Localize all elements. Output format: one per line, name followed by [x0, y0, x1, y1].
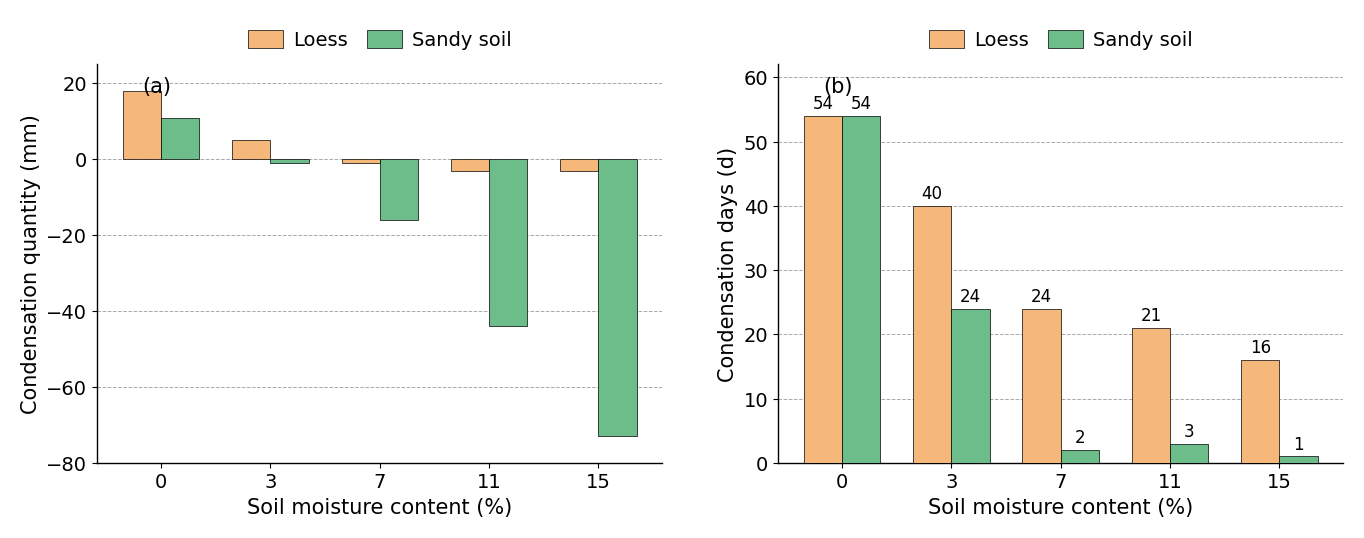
Bar [1061, 450, 1099, 463]
X-axis label: Soil moisture content (%): Soil moisture content (%) [928, 497, 1194, 517]
Legend: Loess, Sandy soil: Loess, Sandy soil [921, 23, 1200, 58]
Bar [1241, 360, 1279, 463]
Text: 21: 21 [1140, 307, 1161, 325]
Bar [123, 91, 161, 160]
Bar [232, 141, 270, 160]
Bar [490, 160, 528, 327]
Bar [379, 160, 417, 221]
Bar [913, 206, 951, 463]
Text: 16: 16 [1249, 339, 1271, 357]
Y-axis label: Condensation days (d): Condensation days (d) [717, 146, 738, 381]
Bar [1279, 457, 1318, 463]
Text: 24: 24 [1031, 288, 1052, 306]
X-axis label: Soil moisture content (%): Soil moisture content (%) [247, 497, 513, 517]
Bar [842, 116, 880, 463]
Bar [1022, 309, 1061, 463]
Text: 40: 40 [922, 185, 943, 203]
Text: 2: 2 [1075, 429, 1084, 447]
Bar [341, 160, 379, 164]
Text: 54: 54 [812, 95, 833, 113]
Bar [951, 309, 989, 463]
Text: 1: 1 [1293, 435, 1304, 454]
Legend: Loess, Sandy soil: Loess, Sandy soil [240, 23, 520, 58]
Bar [161, 118, 199, 160]
Bar [599, 160, 637, 436]
Bar [450, 160, 490, 171]
Bar [1170, 444, 1209, 463]
Text: 54: 54 [851, 95, 872, 113]
Text: 3: 3 [1184, 422, 1195, 441]
Text: (b): (b) [822, 77, 852, 97]
Text: 24: 24 [960, 288, 981, 306]
Bar [803, 116, 842, 463]
Text: (a): (a) [142, 77, 172, 97]
Bar [270, 160, 308, 164]
Bar [561, 160, 599, 171]
Y-axis label: Condensation quantity (mm): Condensation quantity (mm) [20, 114, 41, 414]
Bar [1132, 328, 1170, 463]
